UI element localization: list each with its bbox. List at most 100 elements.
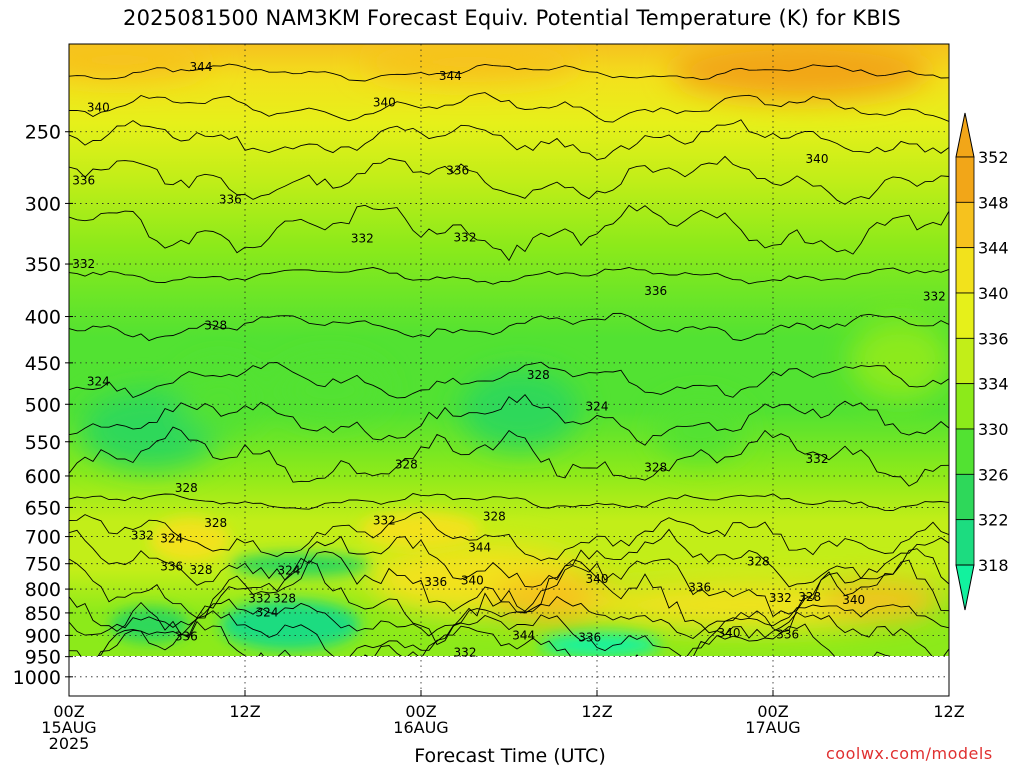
contour-label: 340 bbox=[586, 572, 609, 586]
colorbar-segment bbox=[955, 383, 975, 430]
contour-label: 328 bbox=[204, 318, 227, 332]
contour-label: 324 bbox=[586, 400, 609, 414]
colorbar-tick-label: 322 bbox=[978, 511, 1009, 530]
contour-label: 328 bbox=[798, 590, 821, 604]
colorbar-tick-label: 326 bbox=[978, 465, 1009, 484]
colorbar-tick-label: 352 bbox=[978, 148, 1009, 167]
contour-line bbox=[69, 155, 949, 205]
y-tick-label: 1000 bbox=[13, 667, 61, 689]
y-tick-label: 700 bbox=[25, 527, 61, 549]
contour-line bbox=[69, 204, 949, 262]
below-ground-area bbox=[69, 659, 949, 696]
colorbar-tick-label: 334 bbox=[978, 375, 1009, 394]
contour-label: 336 bbox=[72, 173, 95, 187]
contour-label: 340 bbox=[461, 574, 484, 588]
contour-line bbox=[69, 63, 949, 82]
contour-label: 340 bbox=[373, 95, 396, 109]
contour-label: 328 bbox=[395, 458, 418, 472]
x-tick-label: 00Z bbox=[53, 702, 84, 721]
y-tick-label: 950 bbox=[25, 647, 61, 669]
y-tick-label: 300 bbox=[25, 193, 61, 215]
contour-label: 336 bbox=[219, 192, 242, 206]
contour-label: 336 bbox=[446, 164, 469, 178]
contour-lines bbox=[69, 63, 949, 656]
colorbar: 352 348 344 340 336 334 330 326 322 318 bbox=[955, 112, 1009, 611]
contour-label: 340 bbox=[718, 626, 741, 640]
y-tick-label: 250 bbox=[25, 122, 61, 144]
colorbar-segment bbox=[955, 337, 975, 385]
contour-label: 324 bbox=[256, 605, 279, 619]
contour-label: 332 bbox=[806, 452, 829, 466]
contour-label: 336 bbox=[688, 581, 711, 595]
colorbar-top-arrow bbox=[955, 112, 975, 158]
y-tick-label: 350 bbox=[25, 254, 61, 276]
contour-label: 344 bbox=[512, 628, 535, 642]
x-tick-label: 15AUG bbox=[41, 718, 96, 737]
y-tick-label: 850 bbox=[25, 603, 61, 625]
contour-label: 328 bbox=[273, 591, 296, 605]
contour-label: 336 bbox=[424, 575, 447, 589]
contour-label: 328 bbox=[644, 460, 667, 474]
colorbar-tick-label: 340 bbox=[978, 284, 1009, 303]
contour-label: 336 bbox=[578, 631, 601, 645]
contour-label: 336 bbox=[776, 628, 799, 642]
contour-label: 344 bbox=[468, 541, 491, 555]
contour-label: 332 bbox=[769, 591, 792, 605]
contour-line bbox=[69, 426, 949, 487]
x-tick-label: 12Z bbox=[933, 702, 964, 721]
y-tick-label: 550 bbox=[25, 432, 61, 454]
contour-line bbox=[97, 620, 891, 656]
contour-line bbox=[69, 394, 949, 446]
contour-label: 332 bbox=[923, 289, 946, 303]
plot-frame bbox=[68, 43, 950, 697]
contour-label: 328 bbox=[527, 368, 550, 382]
colorbar-segment bbox=[955, 473, 975, 521]
contour-label: 332 bbox=[72, 257, 95, 271]
contour-label: 324 bbox=[278, 563, 301, 577]
contour-label: 344 bbox=[190, 60, 213, 74]
contour-label: 332 bbox=[454, 230, 477, 244]
y-tick-label: 650 bbox=[25, 497, 61, 519]
colorbar-tick-label: 318 bbox=[978, 556, 1009, 575]
colorbar-bottom-arrow bbox=[955, 564, 975, 611]
y-tick-label: 900 bbox=[25, 625, 61, 647]
contour-label: 328 bbox=[483, 509, 506, 523]
contour-line bbox=[69, 119, 949, 161]
colorbar-segment bbox=[955, 519, 975, 566]
x-tick-label: 17AUG bbox=[745, 718, 800, 737]
colorbar-tick-label: 330 bbox=[978, 420, 1009, 439]
contour-label: 340 bbox=[806, 152, 829, 166]
contour-label: 332 bbox=[351, 232, 374, 246]
contour-label: 336 bbox=[160, 559, 183, 573]
contour-label: 332 bbox=[248, 591, 271, 605]
y-tick-label: 500 bbox=[25, 394, 61, 416]
contour-label: 332 bbox=[373, 514, 396, 528]
x-tick-label: 00Z bbox=[405, 702, 436, 721]
colorbar-tick-label: 344 bbox=[978, 239, 1009, 258]
contour-label: 340 bbox=[87, 100, 110, 114]
x-axis-label: Forecast Time (UTC) bbox=[414, 745, 606, 767]
contour-label: 340 bbox=[842, 593, 865, 607]
contour-line bbox=[69, 528, 949, 588]
y-tick-label: 600 bbox=[25, 466, 61, 488]
chart-title: 2025081500 NAM3KM Forecast Equiv. Potent… bbox=[123, 6, 901, 30]
y-axis: 2503003504004505005506006507007508008509… bbox=[13, 122, 73, 689]
colorbar-segment bbox=[955, 247, 975, 294]
contour-label: 336 bbox=[644, 284, 667, 298]
credit-text[interactable]: coolwx.com/models bbox=[826, 744, 993, 763]
contour-line bbox=[69, 92, 949, 123]
x-tick-label: 16AUG bbox=[393, 718, 448, 737]
y-tick-label: 400 bbox=[25, 307, 61, 329]
contour-label: 344 bbox=[439, 69, 462, 83]
contour-label: 328 bbox=[190, 563, 213, 577]
colorbar-tick-label: 348 bbox=[978, 193, 1009, 212]
contour-label: 336 bbox=[175, 629, 198, 643]
colorbar-segment bbox=[955, 292, 975, 339]
x-tick-label: 12Z bbox=[581, 702, 612, 721]
contour-label: 332 bbox=[131, 528, 154, 542]
contour-line bbox=[69, 493, 949, 512]
contour-line bbox=[69, 559, 949, 646]
